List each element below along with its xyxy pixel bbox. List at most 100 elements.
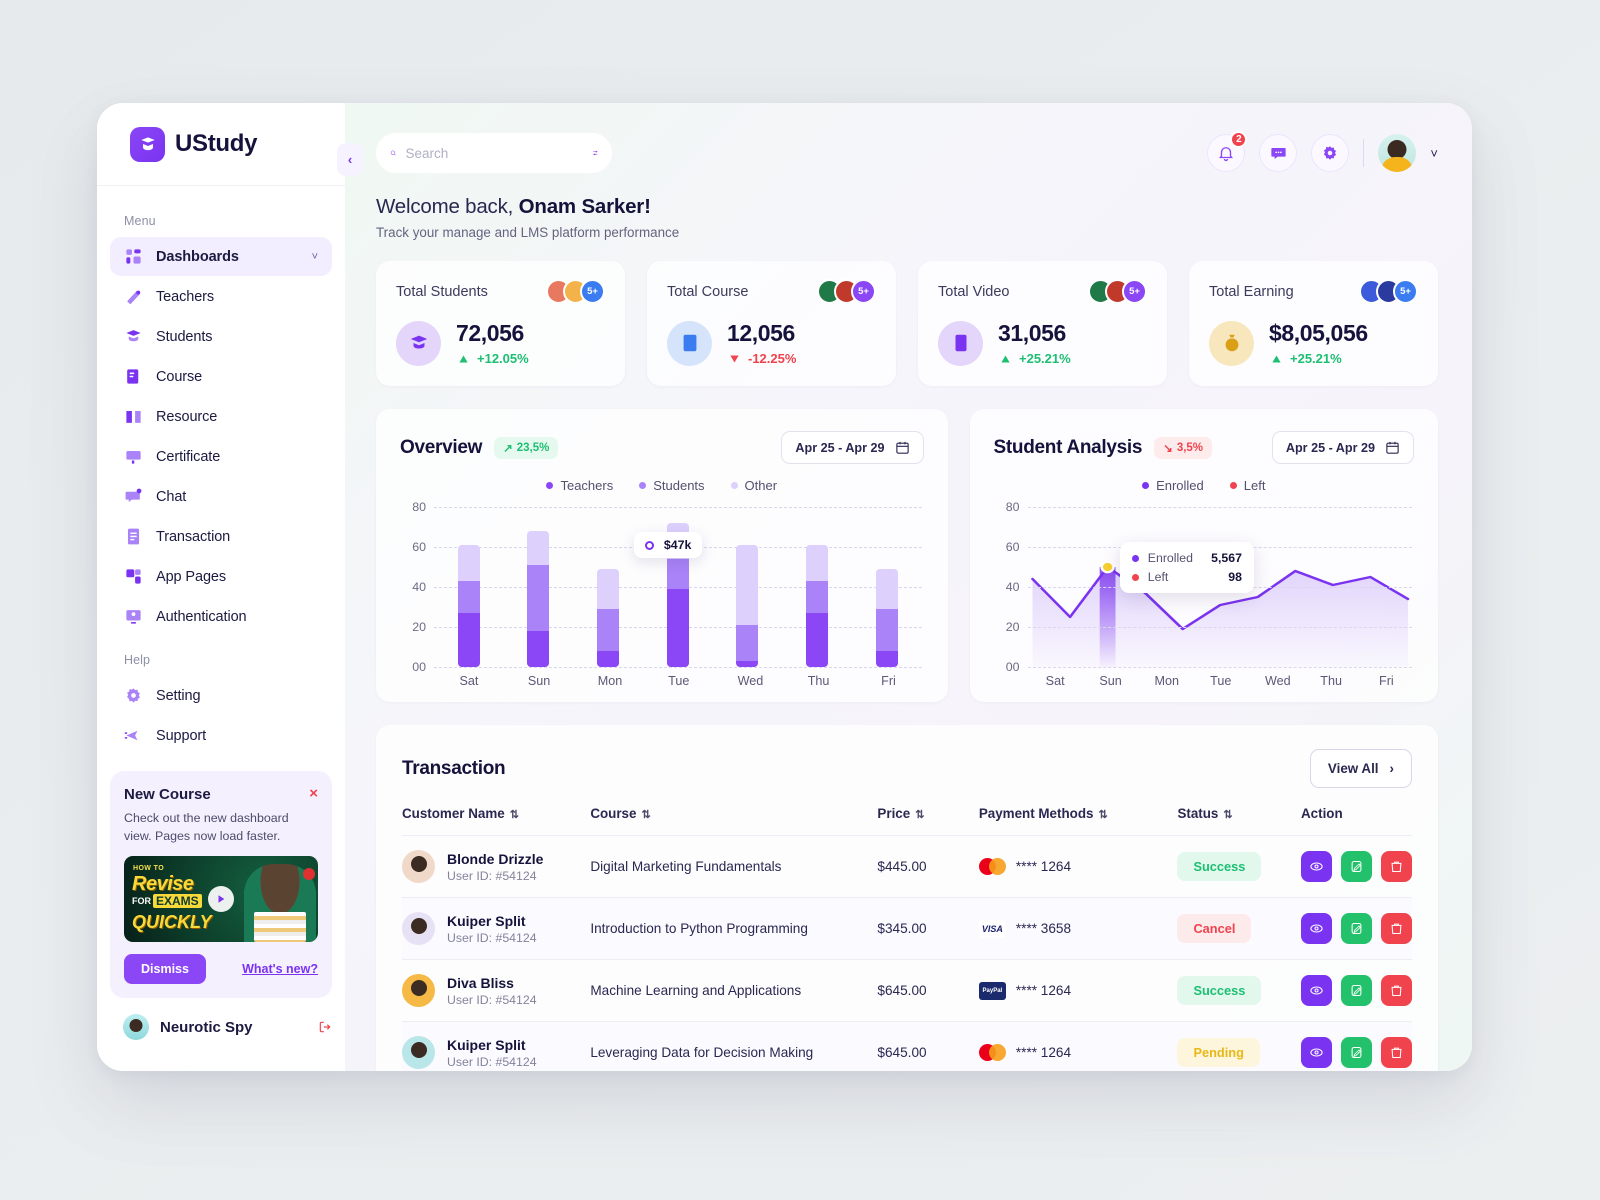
delete-button[interactable] (1381, 851, 1412, 882)
delete-button[interactable] (1381, 1037, 1412, 1068)
stat-value: 12,056 (727, 320, 795, 346)
search-bar[interactable] (376, 133, 612, 173)
column-header-payment-methods[interactable]: Payment Methods ⇅ (979, 806, 1178, 836)
sidebar-footer-user[interactable]: Neurotic Spy (97, 998, 345, 1041)
delete-button[interactable] (1381, 975, 1412, 1006)
notifications-button[interactable]: 2 (1207, 131, 1248, 172)
bar-segment-teachers (597, 651, 620, 667)
data-point-marker[interactable] (1100, 560, 1115, 574)
table-row[interactable]: Kuiper Split User ID: #54124 Introduction … (402, 897, 1412, 960)
chevron-down-icon[interactable]: ˅ (1430, 145, 1438, 161)
sidebar-item-students[interactable]: Students (110, 317, 332, 356)
cell-customer: Blonde Drizzle User ID: #54124 (402, 835, 591, 898)
play-icon[interactable] (208, 886, 234, 913)
delete-button[interactable] (1381, 913, 1412, 944)
sidebar-item-resource[interactable]: Resource (110, 397, 332, 436)
sidebar-collapse-button[interactable]: ‹ (337, 143, 363, 176)
sort-icon[interactable]: ⇅ (1223, 809, 1233, 821)
stat-card-total-students[interactable]: Total Students 5+ 72,056 +12.05% (376, 261, 625, 386)
sidebar-item-authentication[interactable]: Authentication (110, 597, 332, 636)
sidebar-item-setting[interactable]: Setting (110, 676, 332, 715)
view-button[interactable] (1301, 851, 1332, 882)
column-header-status[interactable]: Status ⇅ (1177, 806, 1301, 836)
column-label: Customer Name (402, 806, 505, 821)
sidebar-item-teachers[interactable]: Teachers (110, 277, 332, 316)
stat-card-total-earning[interactable]: Total Earning 5+ $8,05,056 +25.21% (1189, 261, 1438, 386)
x-tick: Wed (1264, 674, 1291, 688)
bar-segment-students (457, 581, 480, 613)
view-button[interactable] (1301, 1037, 1332, 1068)
chat-icon (124, 487, 143, 506)
sidebar-item-support[interactable]: Support (110, 716, 332, 755)
sort-icon[interactable]: ⇅ (915, 809, 925, 821)
edit-button[interactable] (1341, 1037, 1372, 1068)
legend-item-students[interactable]: Students (639, 478, 705, 493)
mastercard-icon (978, 1044, 1006, 1061)
transaction-title: Transaction (402, 757, 506, 779)
sort-icon[interactable]: ⇅ (1098, 809, 1108, 821)
x-tick: Mon (1154, 674, 1180, 688)
whats-new-link[interactable]: What's new? (242, 962, 318, 977)
line-series-enrolled (1030, 565, 1409, 631)
logout-icon[interactable] (318, 1020, 332, 1034)
search-input[interactable] (405, 145, 583, 161)
column-header-customer-name[interactable]: Customer Name ⇅ (402, 806, 590, 836)
bar-column-sun[interactable] (527, 507, 550, 667)
brand[interactable]: UStudy (97, 103, 345, 186)
stat-card-total-video[interactable]: Total Video 5+ 31,056 +25.21% (918, 261, 1167, 386)
stat-delta-value: -12.25% (748, 351, 797, 366)
sort-icon[interactable]: ⇅ (641, 809, 651, 821)
sidebar-item-transaction[interactable]: Transaction (110, 517, 332, 556)
bar-column-mon[interactable] (597, 507, 620, 667)
view-button[interactable] (1301, 913, 1332, 944)
pages-icon (124, 567, 143, 586)
user-avatar[interactable] (1378, 134, 1417, 172)
bar-segment-teachers (527, 631, 550, 667)
cell-action (1301, 835, 1412, 898)
legend-item-teachers[interactable]: Teachers (546, 478, 613, 493)
edit-button[interactable] (1341, 851, 1372, 882)
overview-daterange-picker[interactable]: Apr 25 - Apr 29 (781, 431, 924, 464)
edit-button[interactable] (1341, 975, 1372, 1006)
table-row[interactable]: Blonde Drizzle User ID: #54124 Digital Mar… (402, 835, 1412, 898)
promo-close-icon[interactable]: × (309, 785, 318, 802)
chevron-down-icon[interactable]: ˅ (311, 250, 318, 263)
sidebar-footer-username: Neurotic Spy (160, 1018, 253, 1036)
view-all-button[interactable]: View All › (1309, 749, 1412, 788)
settings-button[interactable] (1311, 134, 1350, 172)
table-row[interactable]: Kuiper Split User ID: #54124 Leveraging Da… (402, 1021, 1412, 1071)
table-row[interactable]: Diva Bliss User ID: #54124 Machine Learnin… (402, 959, 1412, 1022)
bar-column-wed[interactable] (736, 507, 759, 667)
stat-card-total-course[interactable]: Total Course 5+ 12,056 -12.25% (647, 261, 896, 386)
bar-column-thu[interactable] (806, 507, 829, 667)
sidebar-item-certificate[interactable]: Certificate (110, 437, 332, 476)
legend-item-left[interactable]: Left (1229, 478, 1265, 493)
mastercard-icon (978, 858, 1006, 875)
view-button[interactable] (1301, 975, 1332, 1006)
customer-user-id: User ID: #54124 (447, 1054, 537, 1069)
legend-item-enrolled[interactable]: Enrolled (1142, 478, 1204, 493)
column-header-course[interactable]: Course ⇅ (590, 806, 877, 836)
messages-button[interactable] (1259, 134, 1298, 172)
edit-button[interactable] (1341, 913, 1372, 944)
sidebar-item-chat[interactable]: Chat (110, 477, 332, 516)
sidebar-item-label: Students (156, 328, 213, 345)
trend-down-icon (730, 355, 739, 362)
dismiss-button[interactable]: Dismiss (124, 954, 206, 985)
sliders-icon[interactable] (592, 145, 599, 161)
sidebar-item-dashboards[interactable]: Dashboards ˅ (110, 237, 332, 276)
legend-item-other[interactable]: Other (730, 478, 777, 493)
student-analysis-daterange-picker[interactable]: Apr 25 - Apr 29 (1271, 431, 1414, 464)
promo-video-thumbnail[interactable]: HOW TO Revise FOR EXAMS QUICKLY (124, 856, 318, 943)
legend-label: Students (653, 478, 705, 493)
sidebar-item-app-pages[interactable]: App Pages (110, 557, 332, 596)
sidebar-item-course[interactable]: Course (110, 357, 332, 396)
promo-thumb-line2: Revise (132, 873, 194, 896)
legend-label: Teachers (560, 478, 614, 493)
bar-column-fri[interactable] (875, 507, 898, 667)
x-tick: Fri (881, 674, 896, 688)
bar-column-sat[interactable] (457, 507, 480, 667)
bar-column-tue[interactable] (666, 507, 689, 667)
column-header-price[interactable]: Price ⇅ (877, 806, 978, 836)
sort-icon[interactable]: ⇅ (509, 809, 519, 821)
